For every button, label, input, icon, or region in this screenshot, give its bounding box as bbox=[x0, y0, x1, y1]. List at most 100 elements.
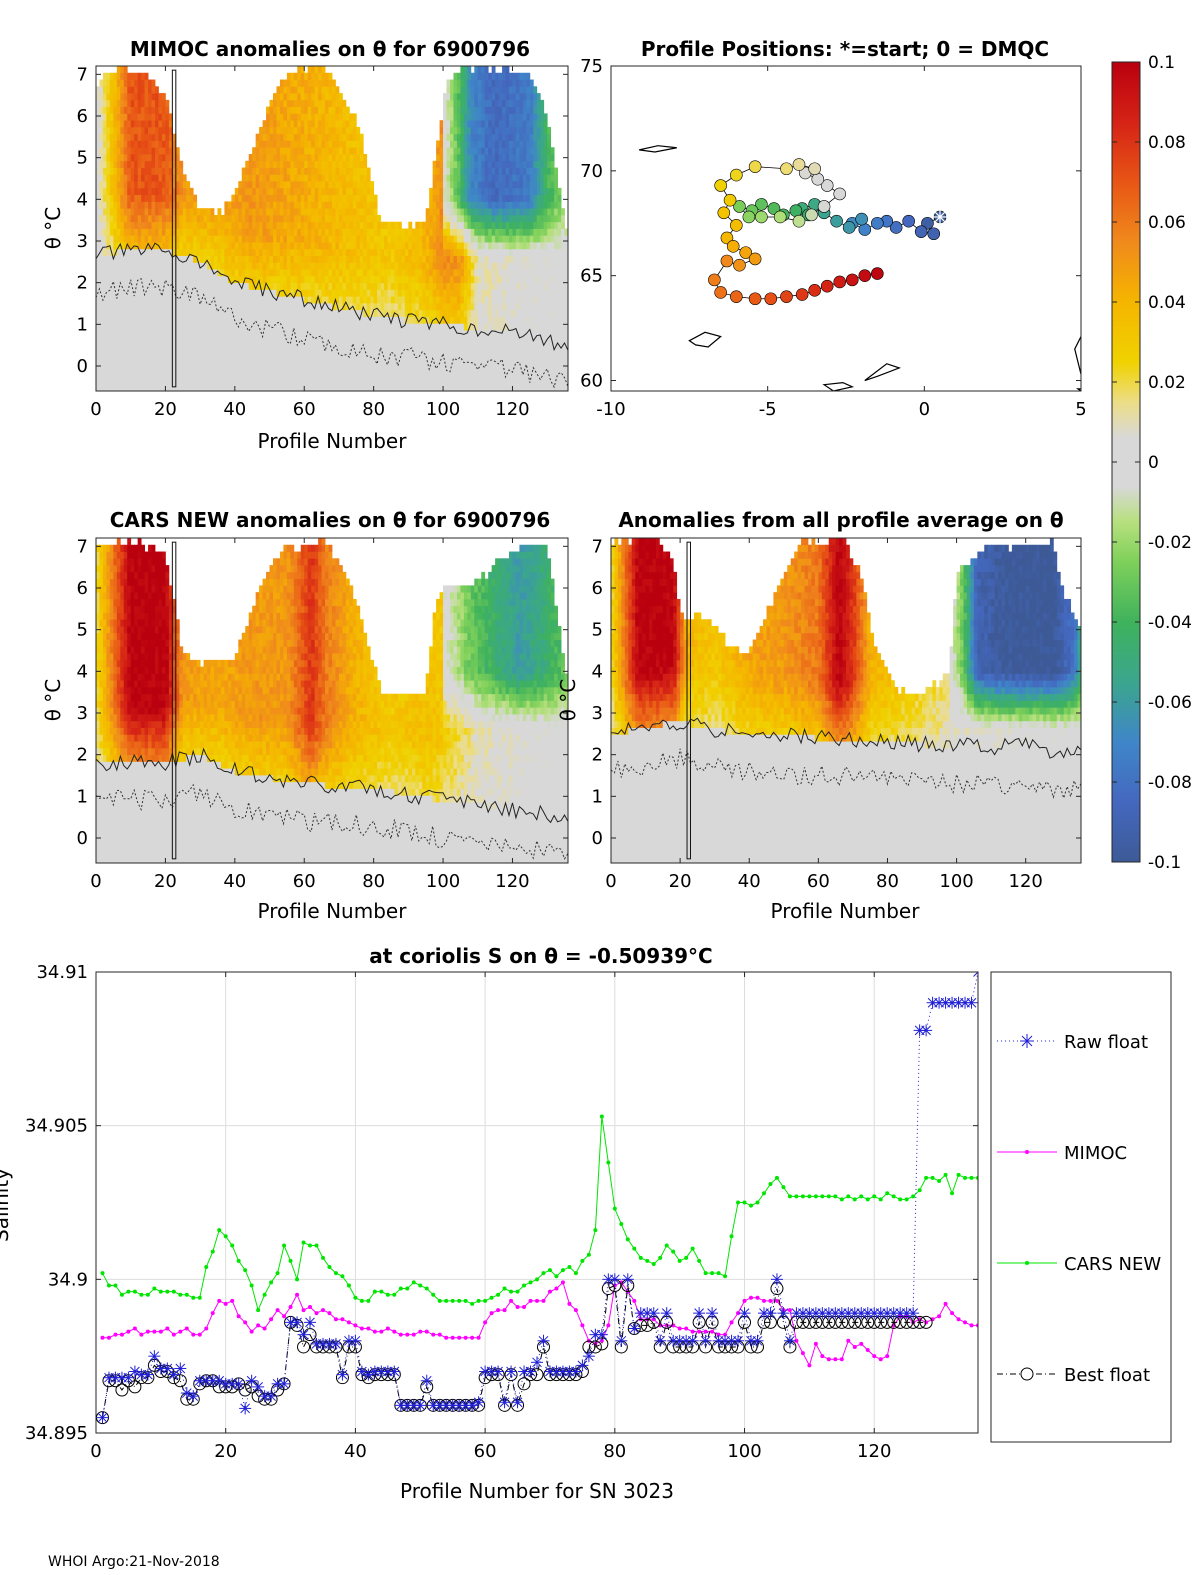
heat-cell bbox=[106, 160, 111, 168]
heat-cell bbox=[366, 208, 371, 216]
heat-cell bbox=[102, 79, 107, 87]
heat-cell bbox=[106, 147, 111, 155]
heat-cell bbox=[352, 154, 357, 162]
heat-cell bbox=[401, 262, 406, 270]
heat-cell bbox=[415, 269, 420, 277]
heat-cell bbox=[210, 214, 215, 223]
heat-cell bbox=[193, 255, 198, 263]
heat-cell bbox=[415, 316, 420, 324]
heat-cell bbox=[509, 93, 513, 101]
heat-cell bbox=[512, 126, 517, 135]
heat-cell bbox=[411, 323, 416, 331]
heat-cell bbox=[155, 120, 159, 128]
heat-cell bbox=[456, 269, 461, 277]
heat-cell bbox=[96, 201, 100, 209]
heat-cell bbox=[144, 214, 149, 223]
heat-cell bbox=[106, 296, 111, 304]
heat-cell bbox=[443, 181, 447, 189]
heat-cell bbox=[359, 154, 364, 162]
heat-cell bbox=[123, 323, 128, 331]
heat-cell bbox=[509, 86, 513, 94]
heat-cell bbox=[231, 275, 236, 284]
heat-cell bbox=[259, 269, 263, 277]
heat-cell bbox=[446, 154, 451, 162]
heat-cell bbox=[102, 296, 107, 304]
heat-cell bbox=[307, 181, 312, 189]
heat-cell bbox=[262, 343, 267, 351]
heat-cell bbox=[328, 289, 333, 297]
heat-cell bbox=[155, 350, 159, 358]
heat-cell bbox=[443, 99, 447, 108]
heat-cell bbox=[332, 160, 336, 168]
heat-cell bbox=[224, 323, 229, 331]
heat-cell bbox=[488, 113, 493, 121]
heat-cell bbox=[314, 336, 319, 345]
heat-cell bbox=[148, 309, 152, 317]
heat-cell bbox=[495, 208, 499, 216]
heat-cell bbox=[273, 208, 277, 216]
heat-cell bbox=[380, 269, 385, 277]
heat-cell bbox=[370, 187, 375, 196]
heat-cell bbox=[158, 323, 163, 331]
heat-cell bbox=[498, 221, 503, 229]
heat-cell bbox=[120, 316, 125, 324]
heat-cell bbox=[189, 262, 194, 270]
heat-cell bbox=[446, 235, 451, 243]
heat-cell bbox=[477, 221, 482, 229]
heat-cell bbox=[168, 282, 173, 290]
heat-cell bbox=[450, 269, 454, 277]
heat-cell bbox=[515, 302, 520, 311]
heat-cell bbox=[290, 309, 295, 317]
heat-cell bbox=[314, 79, 319, 87]
heat-cell bbox=[363, 330, 368, 338]
heat-cell bbox=[106, 370, 111, 378]
heat-cell bbox=[394, 269, 399, 277]
heat-cell bbox=[519, 255, 524, 263]
heat-cell bbox=[158, 350, 163, 358]
heat-cell bbox=[238, 194, 243, 202]
heat-cell bbox=[380, 248, 385, 256]
heat-cell bbox=[498, 72, 503, 80]
heat-cell bbox=[404, 242, 409, 250]
heat-cell bbox=[422, 309, 427, 317]
heat-cell bbox=[328, 357, 333, 365]
heat-cell bbox=[377, 370, 381, 378]
heat-cell bbox=[370, 201, 375, 209]
heat-cell bbox=[234, 201, 239, 209]
heat-cell bbox=[502, 377, 506, 385]
heat-cell bbox=[453, 336, 458, 345]
heat-cell bbox=[481, 79, 486, 87]
heat-cell bbox=[165, 147, 170, 155]
heat-cell bbox=[127, 147, 132, 155]
heat-cell bbox=[509, 133, 513, 141]
heat-cell bbox=[106, 323, 111, 331]
heat-cell bbox=[474, 255, 479, 263]
heat-cell bbox=[481, 350, 486, 358]
heat-cell bbox=[495, 120, 499, 128]
heat-cell bbox=[450, 99, 454, 108]
heat-cell bbox=[342, 350, 347, 358]
heat-cell bbox=[515, 296, 520, 304]
heat-cell bbox=[484, 154, 489, 162]
heat-cell bbox=[307, 79, 312, 87]
heat-cell bbox=[144, 194, 149, 202]
heat-cell bbox=[220, 363, 225, 372]
heat-cell bbox=[491, 296, 496, 304]
heat-cell bbox=[502, 167, 506, 175]
heat-cell bbox=[515, 79, 520, 87]
heat-cell bbox=[338, 154, 343, 162]
heat-cell bbox=[207, 255, 211, 263]
heat-cell bbox=[502, 187, 506, 196]
heat-cell bbox=[439, 242, 444, 250]
heat-cell bbox=[321, 336, 326, 345]
heat-cell bbox=[314, 282, 319, 290]
heat-cell bbox=[342, 316, 347, 324]
heat-cell bbox=[456, 147, 461, 155]
heat-cell bbox=[99, 106, 104, 114]
heat-cell bbox=[314, 235, 319, 243]
heat-cell bbox=[214, 336, 218, 345]
heat-cell bbox=[290, 187, 295, 196]
heat-cell bbox=[266, 336, 270, 345]
heat-cell bbox=[335, 167, 340, 175]
heat-cell bbox=[345, 181, 350, 189]
